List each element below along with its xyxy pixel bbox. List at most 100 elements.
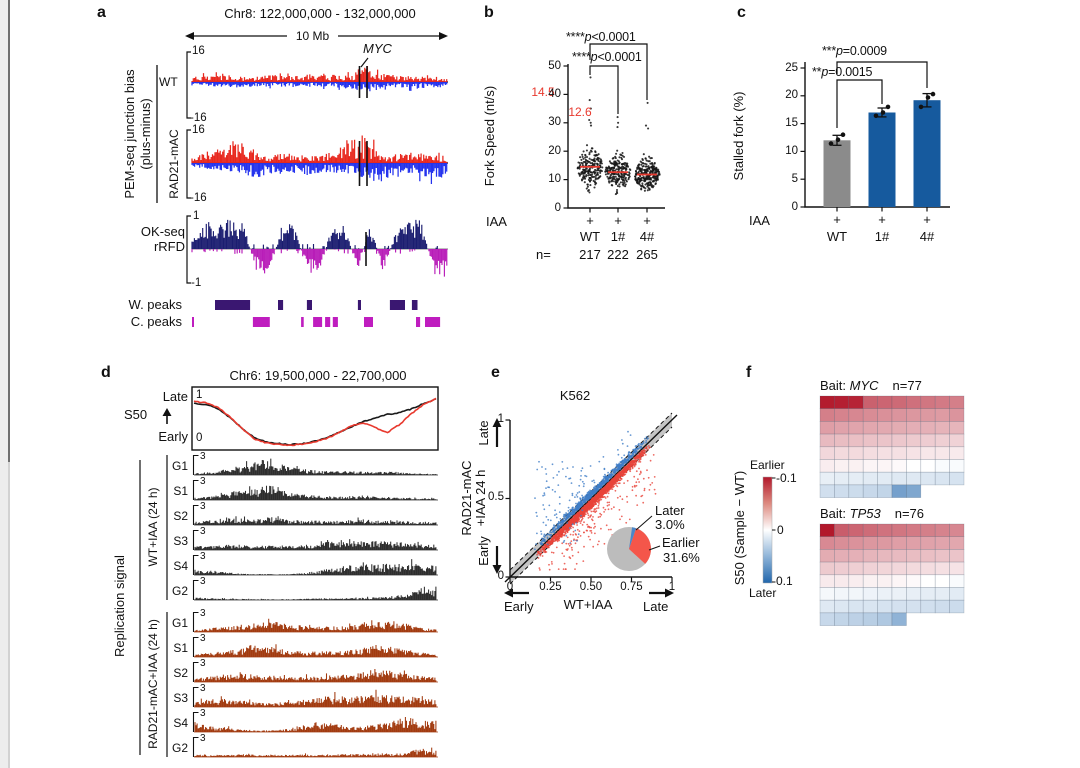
e-data-point (593, 497, 595, 500)
e-data-point (582, 510, 585, 513)
e-data-point (604, 487, 606, 490)
b-data-point (618, 156, 621, 159)
track-label: S4 (173, 715, 188, 730)
cell-line-title: K562 (559, 388, 591, 403)
track-label: G2 (171, 740, 188, 755)
e-data-point (574, 568, 576, 570)
e-data-point (598, 483, 601, 486)
b-data-point (618, 177, 621, 180)
wt-plus-signal (191, 66, 448, 82)
b-data-point (582, 174, 585, 177)
e-data-point (553, 514, 556, 516)
b-data-point (596, 154, 599, 157)
tp53-heatmap-cell (920, 561, 936, 576)
e-data-point (616, 485, 619, 488)
c-peak-block (416, 317, 421, 327)
pie-earlier-pointer (648, 545, 661, 551)
b-data-point (643, 177, 646, 180)
e-data-point (537, 557, 540, 559)
rad21-plus-signal (191, 135, 448, 163)
e-data-point (607, 508, 610, 511)
e-data-point (571, 520, 574, 523)
e-data-point (611, 485, 614, 487)
e-data-point (604, 497, 607, 499)
e-data-point (610, 484, 613, 486)
e-data-point (614, 467, 617, 470)
b-data-point (581, 153, 584, 156)
track-label: S3 (173, 533, 188, 548)
e-data-point (590, 507, 593, 510)
e-data-point (578, 511, 581, 514)
e-data-point (638, 467, 640, 470)
tp53-heatmap-cell (848, 536, 864, 550)
e-data-point (571, 508, 573, 510)
b-data-point (644, 165, 647, 168)
p-symbol: p (836, 44, 843, 58)
iaa-row-label-b: IAA (486, 214, 507, 229)
b-data-point (648, 155, 651, 158)
s50-arrow-head (162, 408, 172, 416)
tp53-heatmap-cell (877, 599, 893, 614)
e-data-point (603, 467, 606, 470)
e-data-point (564, 568, 567, 570)
e-data-point (640, 450, 643, 452)
e-data-point (562, 527, 564, 530)
c-replicate-dot (840, 132, 846, 137)
e-data-point (558, 537, 560, 540)
b-data-point (594, 160, 597, 163)
b-data-point (639, 160, 642, 163)
e-data-point (645, 436, 648, 438)
b-data-point (577, 161, 580, 164)
w-peak-block (278, 300, 284, 310)
e-data-point (562, 568, 565, 570)
tp53-heatmap-cell (862, 612, 878, 626)
b-data-point (617, 121, 620, 124)
b-data-point (616, 162, 619, 166)
e-data-point (592, 545, 595, 548)
myc-heatmap-cell (834, 395, 850, 409)
e-data-point (615, 484, 618, 486)
b-data-point (644, 178, 647, 181)
e-data-point (607, 492, 610, 495)
e-data-point (543, 533, 546, 536)
window-edge-strip (0, 0, 8, 768)
b-data-point (615, 190, 618, 193)
e-data-point (556, 538, 559, 540)
e-data-point (604, 508, 607, 511)
b-data-point (590, 175, 593, 178)
e-data-point (581, 494, 583, 497)
e-data-point (551, 563, 553, 565)
b-data-point (585, 170, 588, 173)
e-data-point (653, 488, 656, 491)
pie-earlier-label: Earlier (662, 535, 700, 550)
e-data-point (583, 521, 585, 524)
e-data-point (581, 499, 584, 502)
e-data-point (606, 501, 609, 504)
e-data-point (592, 479, 595, 482)
e-data-point (621, 464, 624, 466)
e-data-point (631, 464, 634, 467)
tp53-heatmap-cell (934, 536, 950, 550)
e-data-point (579, 498, 582, 501)
e-data-point (576, 492, 579, 494)
e-data-point (642, 477, 645, 480)
b-data-point (589, 107, 592, 110)
e-data-point (564, 531, 566, 533)
tp53-heatmap-cell (862, 549, 878, 563)
e-data-point (633, 475, 636, 478)
e-data-point (559, 531, 561, 533)
b-ytick-label: 0 (554, 201, 561, 214)
e-data-point (619, 473, 621, 475)
e-data-point (602, 496, 604, 498)
b-data-point (590, 150, 593, 153)
e-data-point (596, 495, 599, 497)
tp53-heatmap-cell (819, 561, 835, 576)
myc-heatmap-cell (862, 446, 878, 460)
e-data-point (566, 527, 569, 529)
e-data-point (591, 519, 594, 522)
s50-ymin: 0 (196, 432, 203, 444)
tp53-heatmap-cell (819, 612, 835, 626)
c-bar (913, 100, 941, 207)
e-data-point (579, 522, 582, 524)
e-data-point (589, 496, 592, 498)
